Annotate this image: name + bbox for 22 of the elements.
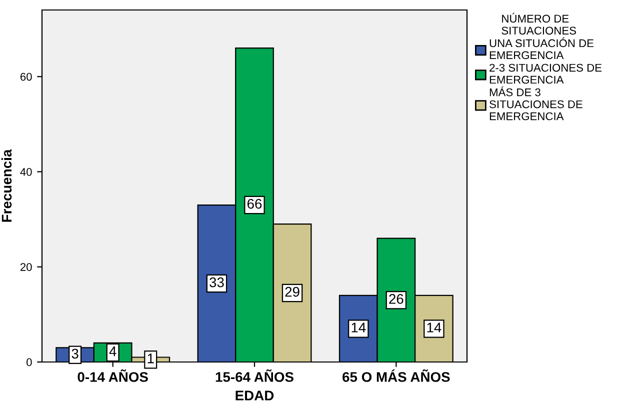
data-label: 1 [148,354,154,364]
y-tick-label: 60 [20,72,32,81]
data-label: 66 [247,198,262,209]
x-axis-title: EDAD [236,390,274,400]
y-tick-label: 40 [20,168,32,176]
x-tick-label: 0-14 AÑOS [78,369,148,382]
legend-title: NÚMERO DE SITUACIONES [502,12,576,35]
data-label: 26 [389,294,404,304]
y-tick-label: 0 [26,358,32,366]
legend-label: 2-3 SITUACIONES DE EMERGENCIA [490,64,602,84]
legend-label: UNA SITUACIÓN DE EMERGENCIA [490,37,594,60]
x-tick-label: 15-64 AÑOS [216,369,294,382]
data-label: 33 [210,277,224,288]
y-axis-title: Frecuencia [1,149,12,222]
data-label: 4 [109,346,116,356]
data-label: 14 [352,322,366,332]
x-tick-label: 65 O MÁS AÑOS [342,369,450,382]
data-label: 3 [72,348,78,359]
data-label: 29 [285,286,300,297]
y-tick-label: 20 [20,263,32,271]
data-label: 14 [427,322,442,332]
legend-label: MÁS DE 3 SITUACIONES DE EMERGENCIA [490,86,582,120]
